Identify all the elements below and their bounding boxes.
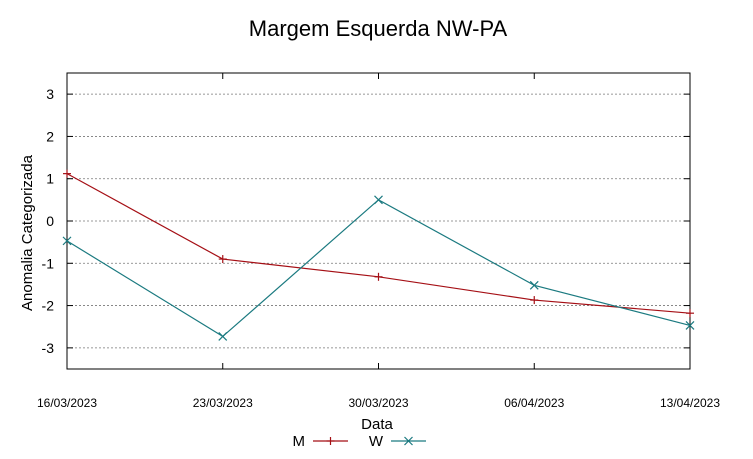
marker-stroke	[685, 321, 695, 330]
marker-stroke	[62, 236, 72, 246]
data-point-w	[218, 332, 228, 341]
data-point-m	[63, 169, 71, 178]
x-tick-label: 30/03/2023	[348, 396, 408, 410]
data-point-m	[686, 309, 694, 318]
series-line-m	[66, 173, 691, 314]
y-tick-label: 2	[46, 128, 54, 144]
legend-marker-w	[404, 436, 413, 446]
series-line-w	[66, 199, 691, 338]
y-tick-label: -2	[42, 298, 55, 314]
x-tick-label: 13/04/2023	[660, 396, 720, 410]
x-axis-label: Data	[361, 416, 393, 433]
data-point-m	[374, 272, 383, 281]
data-point-w	[374, 195, 383, 205]
legend-label-m: M	[293, 433, 306, 450]
chart-title: Margem Esquerda NW-PA	[249, 16, 508, 41]
y-axis-label: Anomalia Categorizada	[19, 154, 36, 311]
y-tick-label: -3	[42, 340, 55, 356]
x-axis-ticks: 16/03/2023 23/03/2023 30/03/2023 06/04/2023…	[37, 73, 720, 410]
data-point-w	[62, 236, 72, 246]
series-layer	[62, 169, 695, 341]
y-tick-label: 1	[46, 171, 54, 187]
data-point-m	[530, 296, 539, 305]
marker-stroke	[218, 332, 228, 341]
y-tick-label: 0	[46, 213, 54, 229]
marker-stroke	[529, 280, 539, 290]
x-tick-label: 16/03/2023	[37, 396, 97, 410]
y-tick-label: -1	[42, 255, 55, 271]
data-point-m	[218, 255, 227, 264]
legend-label-w: W	[369, 433, 384, 450]
x-tick-label: 23/03/2023	[193, 396, 253, 410]
legend-marker-m	[326, 437, 335, 445]
marker-stroke	[404, 436, 413, 446]
x-tick-label: 06/04/2023	[504, 396, 564, 410]
y-tick-label: 3	[46, 86, 54, 102]
grid-lines	[67, 93, 690, 349]
marker-stroke	[374, 195, 383, 205]
data-point-w	[685, 321, 695, 330]
data-point-w	[529, 280, 539, 290]
y-axis-ticks: 3 2 1 0 -1 -2 -3	[42, 86, 690, 356]
